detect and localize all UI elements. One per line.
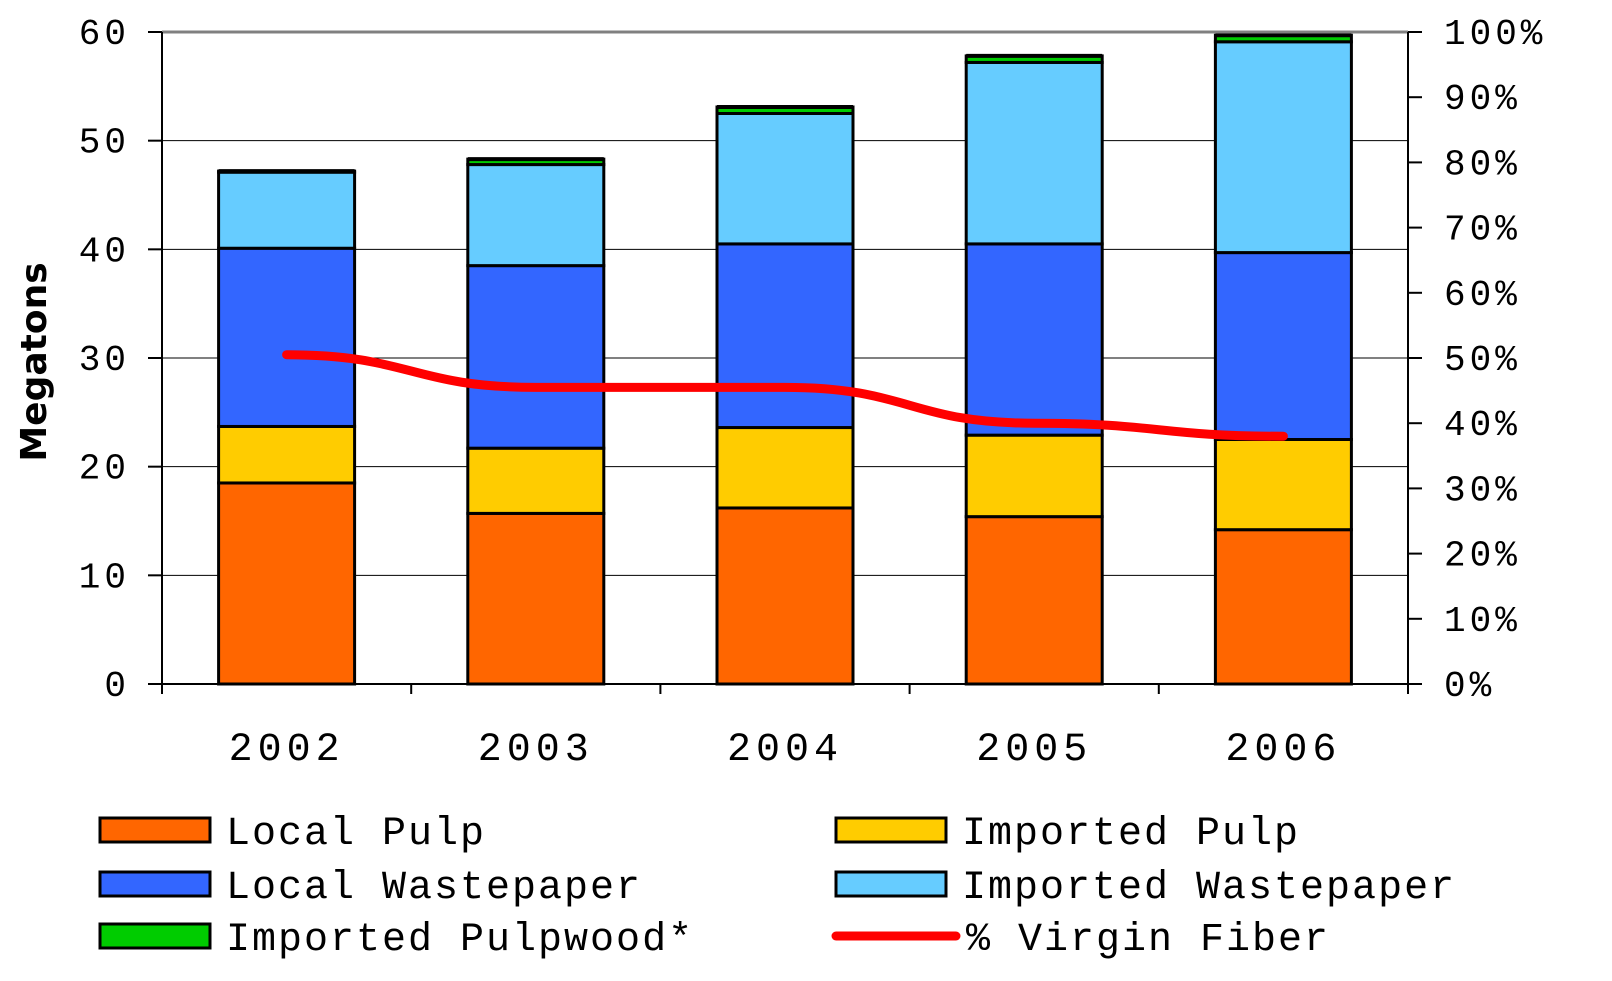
point-virgin-fiber-2004 [784,386,786,389]
x-tick-label-2004: 2004 [727,728,843,773]
line-layer [282,350,1288,441]
bar-imported_pulp-2002 [217,424,357,485]
bar-local_pulp-2006 [1213,528,1353,686]
y-tick-label: 40 [79,231,130,272]
axis-layer: 0 10 20 30 40 50 60 0% 10% 20% 30% 40% 50% 60% 70% 80% 9… [79,14,1546,773]
legend-label-local_pulp: Local Pulp [226,812,486,857]
y-tick-label: 20 [79,449,130,490]
legend-swatch-imported_pulp [834,816,948,844]
bar-local_pulp-2002 [217,481,357,686]
legend-swatch-local_wastepaper [98,870,212,898]
bar-imported_wastepaper-2003 [466,163,606,268]
legend-label-imported_pulp: Imported Pulp [962,812,1300,857]
x-tick-label-2005: 2005 [976,728,1092,773]
bar-imported_pulp-2006 [1213,438,1353,532]
x-tick-label-2003: 2003 [478,728,594,773]
x-tick-label-2002: 2002 [229,728,345,773]
legend-item-virgin_fiber: % Virgin Fiber [831,918,1330,963]
x-tick-label-2006: 2006 [1225,728,1341,773]
bar-local_wastepaper-2002 [217,246,357,428]
y2-tick-label: 70% [1444,210,1521,251]
bar-local_pulp-2003 [466,511,606,686]
y2-tick-label: 90% [1444,79,1521,120]
bar-imported_pulp-2003 [466,446,606,515]
legend-item-imported_wastepaper: Imported Wastepaper [834,866,1456,911]
y2-tick-label: 10% [1444,601,1521,642]
bar-local_pulp-2005 [964,515,1104,686]
legend-label-imported_wastepaper: Imported Wastepaper [962,866,1456,911]
legend-label-virgin_fiber: % Virgin Fiber [966,918,1330,963]
y-axis-label: Megatons [14,262,55,461]
y2-tick-label: 100% [1444,14,1546,55]
y2-tick-label: 50% [1444,340,1521,381]
point-virgin-fiber-2003 [534,386,537,389]
y2-tick-label: 0% [1444,666,1495,707]
legend-label-imported_pulpwood: Imported Pulpwood* [226,918,694,963]
legend-label-local_wastepaper: Local Wastepaper [226,866,642,911]
legend-item-local_wastepaper: Local Wastepaper [98,866,642,911]
legend: Local Pulp Imported Pulp Local Wastepaper I… [98,812,1456,963]
point-virgin-fiber-2006 [1282,435,1285,438]
y-tick-label: 50 [79,123,130,164]
y-tick-label: 10 [79,557,130,598]
legend-item-local_pulp: Local Pulp [98,812,486,857]
y-tick-label: 60 [79,14,130,55]
y-tick-label: 30 [79,340,130,381]
y2-tick-label: 80% [1444,144,1521,185]
legend-swatch-imported_wastepaper [834,870,948,898]
bar-local_wastepaper-2003 [466,264,606,450]
bar-imported_wastepaper-2004 [715,112,855,246]
bar-layer [217,33,1353,686]
bar-imported_wastepaper-2006 [1213,40,1353,255]
bar-imported_pulp-2004 [715,426,855,510]
point-virgin-fiber-2002 [285,353,288,356]
legend-item-imported_pulp: Imported Pulp [834,812,1300,857]
y2-tick-label: 30% [1444,470,1521,511]
bar-local_pulp-2004 [715,506,855,686]
y-tick-label: 0 [104,666,130,707]
y2-tick-label: 60% [1444,275,1521,316]
bar-local_wastepaper-2005 [964,242,1104,437]
bar-local_wastepaper-2006 [1213,251,1353,441]
y2-tick-label: 40% [1444,405,1521,446]
legend-swatch-imported_pulpwood [98,922,212,950]
bar-imported_wastepaper-2005 [964,60,1104,246]
legend-item-imported_pulpwood: Imported Pulpwood* [98,918,694,963]
point-virgin-fiber-2005 [1033,422,1036,425]
bar-local_wastepaper-2004 [715,242,855,430]
bar-imported_pulp-2005 [964,433,1104,519]
y2-tick-label: 20% [1444,536,1521,577]
legend-swatch-local_pulp [98,816,212,844]
bar-imported_wastepaper-2002 [217,170,357,250]
